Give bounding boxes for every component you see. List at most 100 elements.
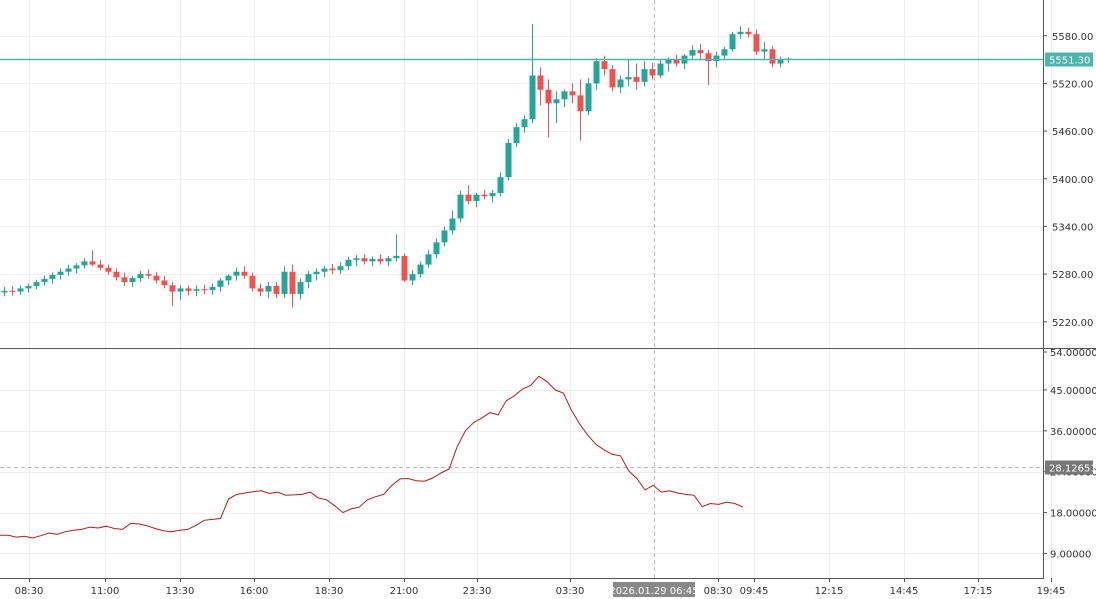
candlestick-series[interactable]	[1, 23, 792, 308]
candle[interactable]	[417, 261, 424, 278]
candle[interactable]	[81, 258, 88, 269]
candle[interactable]	[697, 43, 704, 60]
candle[interactable]	[265, 282, 272, 298]
candle[interactable]	[657, 59, 664, 78]
candle[interactable]	[313, 268, 320, 281]
candle[interactable]	[425, 250, 432, 268]
candle[interactable]	[97, 259, 104, 271]
candle[interactable]	[473, 193, 480, 208]
candle[interactable]	[337, 262, 344, 275]
candle[interactable]	[737, 26, 744, 39]
candle[interactable]	[241, 266, 248, 279]
candle[interactable]	[561, 89, 568, 108]
candle[interactable]	[585, 77, 592, 116]
candle[interactable]	[1, 286, 8, 297]
candle[interactable]	[273, 282, 280, 298]
candle[interactable]	[393, 234, 400, 262]
candle[interactable]	[193, 285, 200, 297]
candle[interactable]	[89, 250, 96, 267]
candle[interactable]	[297, 278, 304, 300]
candle[interactable]	[513, 123, 520, 147]
candle[interactable]	[633, 63, 640, 90]
candle[interactable]	[41, 275, 48, 286]
candle[interactable]	[225, 274, 232, 286]
candle[interactable]	[369, 256, 376, 267]
candle[interactable]	[289, 264, 296, 308]
candle[interactable]	[17, 285, 24, 295]
candle[interactable]	[185, 285, 192, 296]
candle[interactable]	[601, 55, 608, 76]
candle[interactable]	[625, 59, 632, 87]
candle[interactable]	[481, 189, 488, 200]
candle[interactable]	[329, 263, 336, 275]
indicator-line[interactable]	[0, 375, 744, 539]
candle[interactable]	[217, 278, 224, 292]
candle[interactable]	[361, 254, 368, 265]
candle[interactable]	[729, 31, 736, 52]
indicator-series[interactable]	[0, 375, 744, 539]
candle[interactable]	[113, 268, 120, 281]
candle[interactable]	[769, 46, 776, 68]
candle[interactable]	[537, 67, 544, 106]
candle[interactable]	[569, 83, 576, 104]
candle[interactable]	[401, 253, 408, 283]
candle[interactable]	[457, 190, 464, 223]
candle[interactable]	[177, 285, 184, 301]
candle[interactable]	[449, 210, 456, 235]
candle[interactable]	[649, 62, 656, 80]
candle[interactable]	[593, 58, 600, 90]
candle[interactable]	[121, 272, 128, 287]
candle[interactable]	[641, 61, 648, 87]
candle[interactable]	[209, 283, 216, 295]
candle[interactable]	[609, 65, 616, 92]
candle[interactable]	[489, 189, 496, 203]
candle[interactable]	[249, 272, 256, 292]
candle[interactable]	[353, 255, 360, 267]
candle[interactable]	[137, 270, 144, 283]
candle[interactable]	[33, 279, 40, 290]
candle[interactable]	[753, 29, 760, 55]
candle[interactable]	[73, 262, 80, 274]
candle[interactable]	[257, 283, 264, 297]
candle[interactable]	[105, 264, 112, 275]
candle[interactable]	[577, 79, 584, 141]
candle[interactable]	[777, 56, 784, 68]
candle[interactable]	[505, 139, 512, 181]
candle[interactable]	[681, 54, 688, 70]
candle[interactable]	[617, 75, 624, 93]
candle[interactable]	[201, 284, 208, 294]
candle[interactable]	[545, 79, 552, 138]
candle[interactable]	[409, 270, 416, 286]
candle[interactable]	[145, 269, 152, 279]
candle[interactable]	[689, 45, 696, 60]
candle[interactable]	[321, 266, 328, 278]
candle[interactable]	[441, 226, 448, 247]
candle[interactable]	[169, 282, 176, 306]
candle[interactable]	[433, 238, 440, 259]
candle[interactable]	[161, 275, 168, 289]
candle[interactable]	[305, 270, 312, 289]
candle[interactable]	[233, 267, 240, 281]
candle[interactable]	[673, 54, 680, 67]
candle[interactable]	[521, 115, 528, 133]
candle[interactable]	[65, 264, 72, 276]
candle[interactable]	[529, 23, 536, 124]
candle[interactable]	[345, 256, 352, 271]
candle[interactable]	[761, 42, 768, 60]
candle[interactable]	[745, 27, 752, 38]
candle[interactable]	[129, 275, 136, 287]
candle[interactable]	[385, 255, 392, 267]
candle[interactable]	[49, 272, 56, 284]
candle[interactable]	[553, 91, 560, 124]
candle[interactable]	[497, 172, 504, 197]
candle[interactable]	[721, 46, 728, 60]
candle[interactable]	[705, 50, 712, 86]
candle[interactable]	[281, 266, 288, 298]
candle[interactable]	[57, 268, 64, 280]
candle[interactable]	[25, 283, 32, 293]
candle[interactable]	[9, 286, 16, 296]
candle[interactable]	[465, 185, 472, 205]
candle[interactable]	[377, 254, 384, 265]
candle[interactable]	[153, 271, 160, 284]
